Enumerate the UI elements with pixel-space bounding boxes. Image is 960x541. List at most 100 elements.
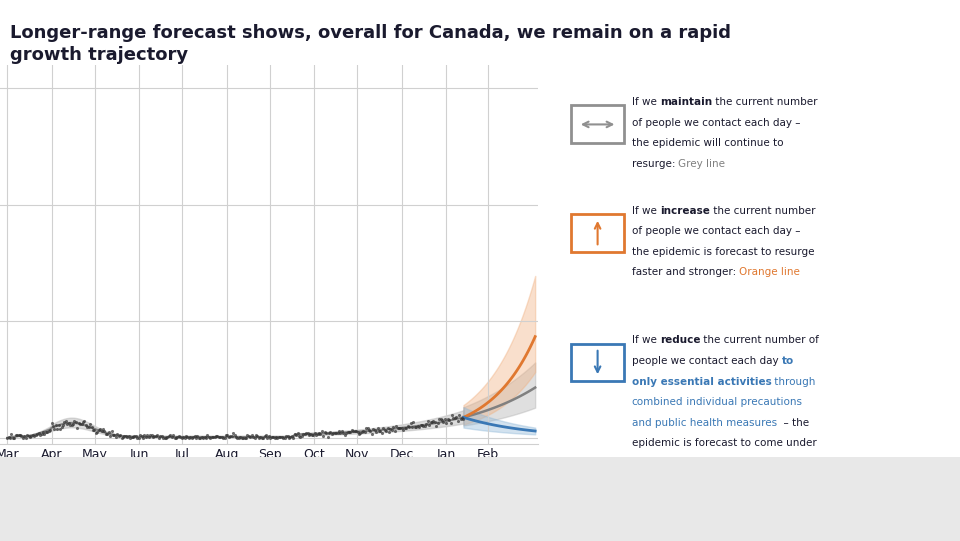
Point xyxy=(328,429,344,438)
Point xyxy=(162,431,178,439)
Point xyxy=(0,433,14,442)
Point xyxy=(72,420,87,428)
Text: people we contact each day: people we contact each day xyxy=(632,356,781,366)
Point xyxy=(226,429,241,438)
Point xyxy=(78,420,93,429)
Text: – the: – the xyxy=(777,418,809,427)
Point xyxy=(282,432,298,441)
Point xyxy=(234,433,250,442)
Text: combined: combined xyxy=(632,397,684,407)
Point xyxy=(18,433,34,442)
Point xyxy=(42,425,58,434)
Point xyxy=(57,417,72,426)
Text: If we: If we xyxy=(632,335,660,345)
Point xyxy=(447,413,463,422)
Point xyxy=(241,432,256,440)
Point xyxy=(124,432,139,441)
Point xyxy=(261,432,276,440)
Point xyxy=(48,420,63,429)
Point xyxy=(56,420,71,429)
Point xyxy=(145,433,160,441)
Point xyxy=(277,433,293,442)
Point xyxy=(11,431,26,440)
Point xyxy=(59,417,74,426)
Point xyxy=(231,433,247,442)
Point xyxy=(223,432,238,440)
Point xyxy=(275,433,290,441)
Point xyxy=(194,433,209,441)
Point xyxy=(171,432,186,440)
Point xyxy=(284,432,300,440)
Point xyxy=(281,433,297,442)
Point xyxy=(94,427,109,436)
Point xyxy=(179,431,194,440)
Text: Orange line: Orange line xyxy=(739,267,800,277)
Text: and public health measures: and public health measures xyxy=(632,418,777,427)
Point xyxy=(425,417,441,426)
Point xyxy=(333,428,348,437)
Point xyxy=(31,429,46,438)
Point xyxy=(450,416,466,425)
Point xyxy=(451,411,467,420)
Point xyxy=(10,431,25,439)
Point xyxy=(302,429,318,438)
Point xyxy=(323,428,338,437)
Point xyxy=(84,423,99,432)
Text: to: to xyxy=(781,356,794,366)
Point xyxy=(404,423,420,432)
Point xyxy=(340,428,355,437)
Point xyxy=(396,425,411,434)
Point xyxy=(81,423,96,431)
Point xyxy=(287,429,302,438)
Point xyxy=(331,427,347,436)
Point xyxy=(322,429,337,438)
Point xyxy=(159,433,175,441)
Point xyxy=(247,433,262,442)
Point xyxy=(148,432,163,440)
Point xyxy=(182,433,198,442)
Point xyxy=(27,432,42,440)
Text: epidemic is forecast to come under: epidemic is forecast to come under xyxy=(632,438,816,448)
Point xyxy=(336,428,351,437)
Point xyxy=(103,431,118,440)
Point xyxy=(54,423,69,431)
Point xyxy=(418,421,433,430)
Point xyxy=(24,431,39,440)
Point xyxy=(68,418,84,427)
Text: 🍁: 🍁 xyxy=(895,484,915,517)
Text: growth trajectory: growth trajectory xyxy=(10,46,188,64)
Point xyxy=(364,430,379,438)
Point xyxy=(419,420,434,428)
Point xyxy=(252,433,268,441)
Point xyxy=(398,423,414,432)
Point xyxy=(235,433,251,442)
Point xyxy=(51,420,66,429)
Point xyxy=(267,433,282,442)
Point xyxy=(369,427,384,436)
Point xyxy=(361,426,376,434)
Point xyxy=(297,430,312,438)
Point xyxy=(108,433,124,441)
Point xyxy=(407,423,422,432)
Point xyxy=(205,433,221,441)
Text: If we: If we xyxy=(632,206,660,215)
Point xyxy=(190,432,205,440)
Point xyxy=(33,430,48,439)
Point xyxy=(319,428,334,437)
Point xyxy=(258,431,274,439)
Point xyxy=(352,429,368,438)
Point xyxy=(270,433,285,442)
Point xyxy=(19,431,35,440)
Point xyxy=(325,429,341,438)
Point xyxy=(115,432,131,441)
Point xyxy=(174,433,189,442)
Text: Longer-range forecast shows, overall for Canada, we remain on a rapid: Longer-range forecast shows, overall for… xyxy=(10,24,731,42)
Point xyxy=(204,432,220,441)
Point xyxy=(349,428,365,437)
Point xyxy=(358,424,373,433)
Point xyxy=(89,427,105,436)
Point xyxy=(7,433,22,442)
Point xyxy=(184,433,200,442)
Point xyxy=(406,418,421,427)
Point xyxy=(165,431,180,439)
